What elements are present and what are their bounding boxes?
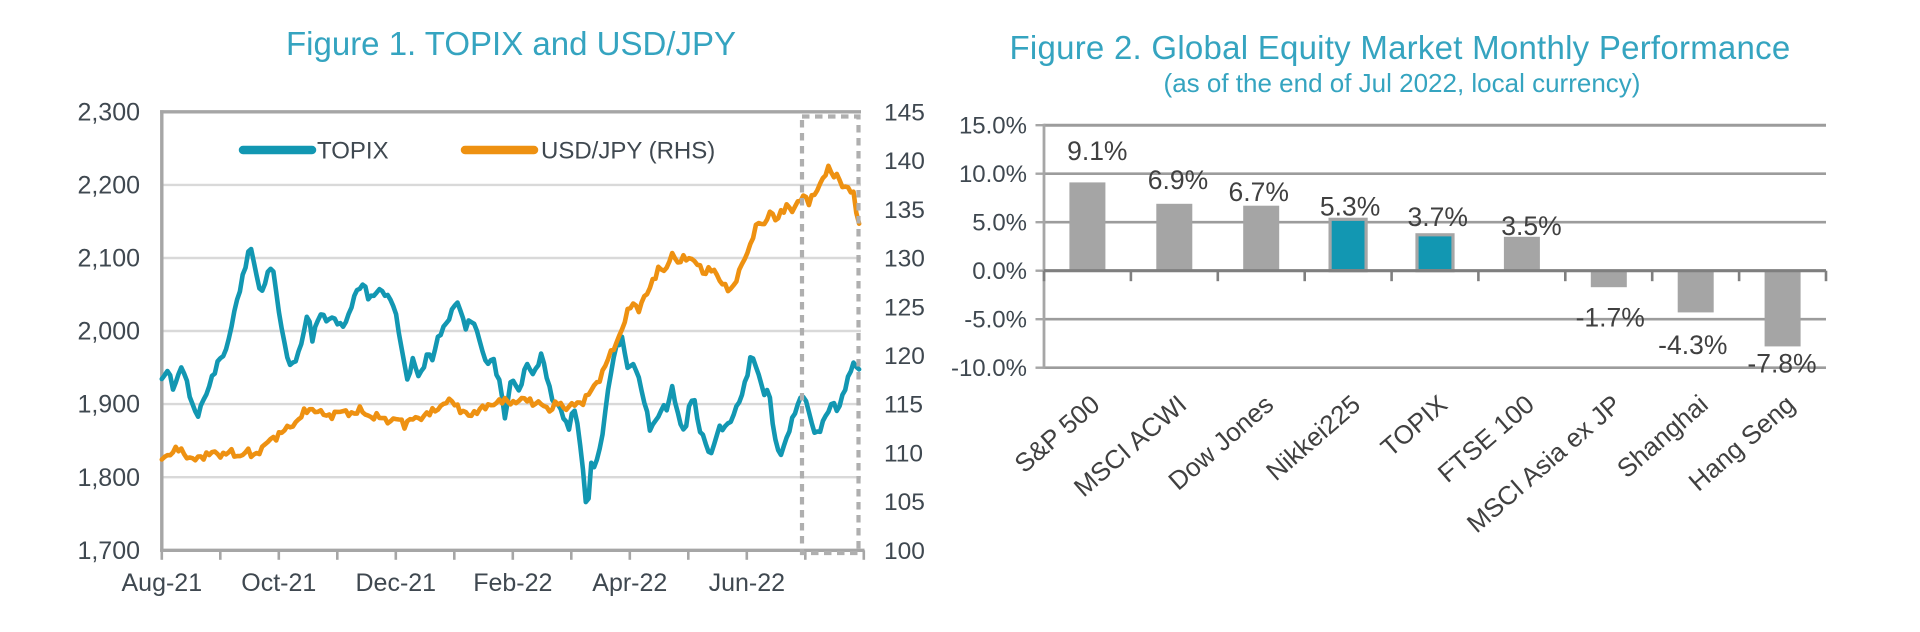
- svg-text:1,800: 1,800: [77, 464, 140, 492]
- svg-text:130: 130: [884, 246, 925, 273]
- svg-text:135: 135: [884, 197, 925, 224]
- svg-text:9.1%: 9.1%: [1067, 136, 1127, 166]
- svg-text:3.5%: 3.5%: [1501, 211, 1561, 241]
- svg-text:140: 140: [884, 148, 925, 175]
- svg-text:-4.3%: -4.3%: [1658, 330, 1727, 360]
- svg-text:Oct-21: Oct-21: [241, 569, 316, 597]
- svg-text:5.3%: 5.3%: [1320, 192, 1380, 222]
- svg-text:125: 125: [884, 294, 925, 321]
- svg-text:6.7%: 6.7%: [1228, 177, 1288, 207]
- svg-text:2,200: 2,200: [77, 172, 140, 200]
- svg-text:3.7%: 3.7%: [1407, 202, 1467, 232]
- svg-text:6.9%: 6.9%: [1148, 165, 1208, 195]
- svg-text:100: 100: [884, 538, 925, 565]
- svg-text:5.0%: 5.0%: [972, 210, 1027, 237]
- svg-text:USD/JPY (RHS): USD/JPY (RHS): [541, 137, 715, 164]
- svg-text:Feb-22: Feb-22: [473, 569, 552, 597]
- svg-text:Dec-21: Dec-21: [356, 569, 437, 597]
- svg-text:2,000: 2,000: [77, 318, 140, 346]
- svg-text:0.0%: 0.0%: [972, 258, 1027, 285]
- svg-text:Figure 2. Global Equity Market: Figure 2. Global Equity Market Monthly P…: [1010, 29, 1791, 66]
- svg-text:Jun-22: Jun-22: [709, 569, 785, 597]
- svg-text:-7.8%: -7.8%: [1747, 349, 1816, 379]
- svg-text:2,100: 2,100: [77, 245, 140, 273]
- svg-text:15.0%: 15.0%: [959, 113, 1027, 140]
- svg-text:120: 120: [884, 343, 925, 370]
- svg-text:-10.0%: -10.0%: [951, 355, 1027, 382]
- svg-text:-5.0%: -5.0%: [964, 307, 1027, 334]
- svg-text:115: 115: [884, 392, 923, 419]
- svg-text:110: 110: [884, 441, 923, 468]
- svg-text:1,700: 1,700: [77, 537, 140, 565]
- svg-text:2,300: 2,300: [77, 98, 140, 126]
- svg-text:Apr-22: Apr-22: [592, 569, 667, 597]
- svg-text:TOPIX: TOPIX: [317, 137, 389, 164]
- svg-text:105: 105: [884, 489, 925, 516]
- svg-text:-1.7%: -1.7%: [1576, 302, 1645, 332]
- svg-text:1,900: 1,900: [77, 391, 140, 419]
- svg-text:Aug-21: Aug-21: [121, 569, 202, 597]
- svg-text:145: 145: [884, 99, 925, 126]
- svg-text:10.0%: 10.0%: [959, 161, 1027, 188]
- svg-text:(as of the end of Jul 2022, lo: (as of the end of Jul 2022, local curren…: [1164, 68, 1641, 98]
- svg-text:Figure 1. TOPIX and USD/JPY: Figure 1. TOPIX and USD/JPY: [286, 25, 736, 62]
